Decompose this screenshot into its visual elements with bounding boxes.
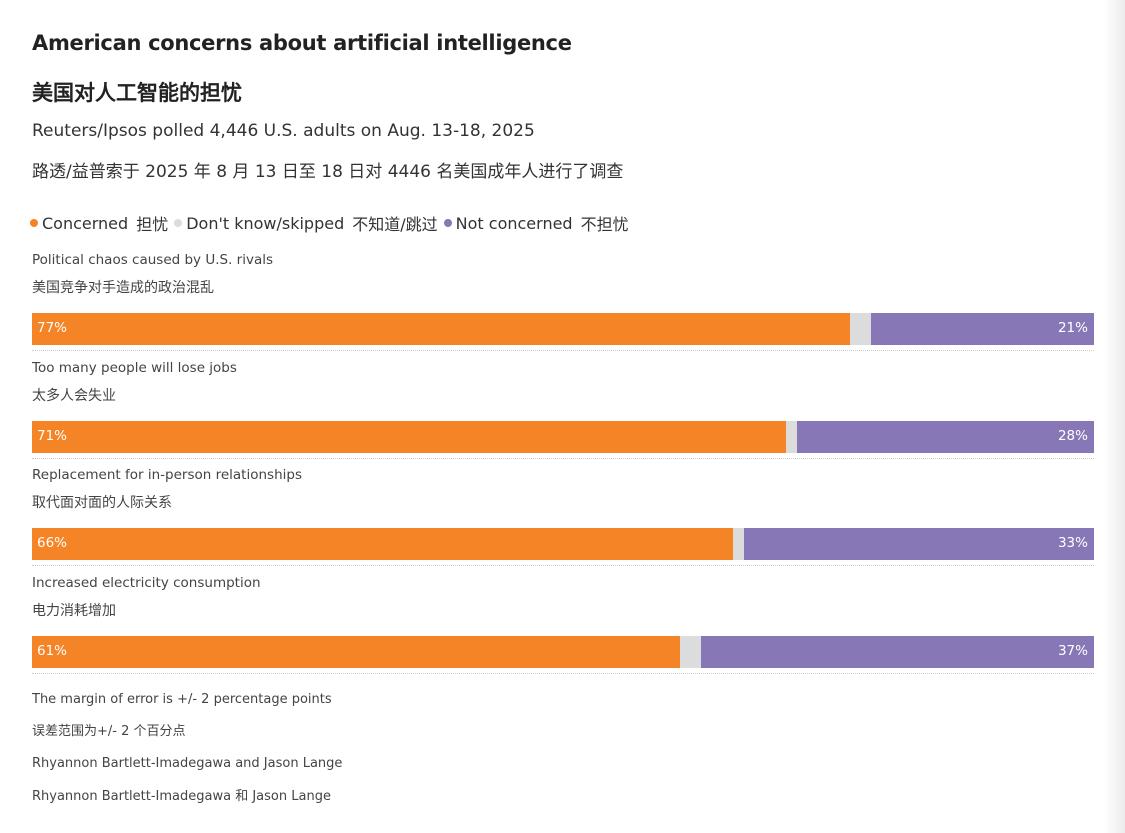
bar-segment-don-t-know-skipped (786, 420, 797, 453)
scroll-shadow (1103, 0, 1125, 833)
data-label: 33% (1057, 535, 1088, 552)
data-label: 21% (1057, 320, 1088, 336)
legend: Concerned 担忧 Don't know/skipped 不知道/跳过 Not c… (30, 211, 635, 235)
legend-label-zh: 担忧 (136, 215, 169, 234)
legend-dot-icon (30, 219, 38, 227)
category-label-group: Replacement for in-person relationships 取… (32, 466, 1094, 518)
category-label: Political chaos caused by U.S. rivals (32, 252, 274, 268)
category-label-group: Too many people will lose jobs 太多人会失业 (32, 359, 1094, 411)
stacked-bar: 71% 28% (32, 420, 1094, 453)
bar-segment-not-concerned: 37% (701, 635, 1094, 668)
bar-segment-not-concerned: 21% (870, 313, 1094, 345)
row-divider (32, 457, 1094, 459)
bar-segment-don-t-know-skipped (679, 635, 702, 668)
bar-segment-concerned: 77% (32, 313, 850, 345)
legend-label-zh: 不知道/跳过 (352, 215, 438, 234)
bar-segment-not-concerned: 28% (796, 420, 1094, 453)
data-label: 66% (37, 535, 68, 552)
legend-label: Not concerned (455, 213, 573, 233)
data-label: 37% (1057, 642, 1088, 659)
data-label: 61% (37, 642, 68, 659)
category-label: Replacement for in-person relationships (32, 467, 302, 484)
legend-label: Don't know/skipped (186, 213, 345, 233)
bar-segment-not-concerned: 33% (743, 528, 1094, 561)
legend-dot-icon (174, 219, 183, 227)
category-label: Increased electricity consumption (32, 574, 261, 591)
category-label-group: Increased electricity consumption 电力消耗增加 (32, 574, 1094, 626)
legend-item: Not concerned 不担忧 (443, 211, 629, 235)
chart-title-zh: 美国对人工智能的担忧 (32, 81, 242, 105)
category-label-zh: 取代面对面的人际关系 (32, 495, 172, 512)
bar-segment-don-t-know-skipped (849, 313, 871, 345)
chart-subtitle: Reuters/Ipsos polled 4,446 U.S. adults o… (32, 121, 535, 141)
data-label: 28% (1057, 427, 1088, 444)
row-divider (32, 672, 1094, 674)
chart-title: American concerns about artificial intel… (32, 31, 572, 55)
legend-item: Don't know/skipped 不知道/跳过 (174, 211, 438, 235)
category-label-zh: 太多人会失业 (32, 387, 116, 404)
legend-label: Concerned (42, 213, 129, 233)
data-label: 71% (37, 427, 68, 444)
credit-zh: Rhyannon Bartlett-Imadegawa 和 Jason Lang… (32, 789, 331, 804)
bar-segment-concerned: 61% (32, 635, 680, 668)
margin-note-zh: 误差范围为+/- 2 个百分点 (32, 724, 186, 739)
bar-segment-don-t-know-skipped (732, 528, 744, 561)
bar-segment-concerned: 71% (32, 420, 787, 453)
bar-segment-concerned: 66% (32, 528, 733, 561)
legend-dot-icon (443, 219, 452, 227)
legend-label-zh: 不担忧 (580, 215, 629, 234)
row-divider (32, 565, 1094, 567)
data-label: 77% (37, 320, 68, 336)
credit: Rhyannon Bartlett-Imadegawa and Jason La… (32, 756, 343, 771)
category-label-zh: 电力消耗增加 (32, 602, 116, 619)
stacked-bar: 61% 37% (32, 635, 1094, 668)
category-label-zh: 美国竞争对手造成的政治混乱 (32, 280, 214, 296)
legend-item: Concerned 担忧 (30, 211, 168, 235)
chart-subtitle-zh: 路透/益普索于 2025 年 8 月 13 日至 18 日对 4446 名美国成… (32, 162, 624, 182)
margin-note: The margin of error is +/- 2 percentage … (32, 692, 332, 707)
row-divider (32, 350, 1094, 351)
category-label-group: Political chaos caused by U.S. rivals 美国竞… (32, 251, 1094, 303)
category-label: Too many people will lose jobs (32, 359, 237, 376)
stacked-bar: 77% 21% (32, 313, 1094, 345)
stacked-bar: 66% 33% (32, 528, 1094, 561)
